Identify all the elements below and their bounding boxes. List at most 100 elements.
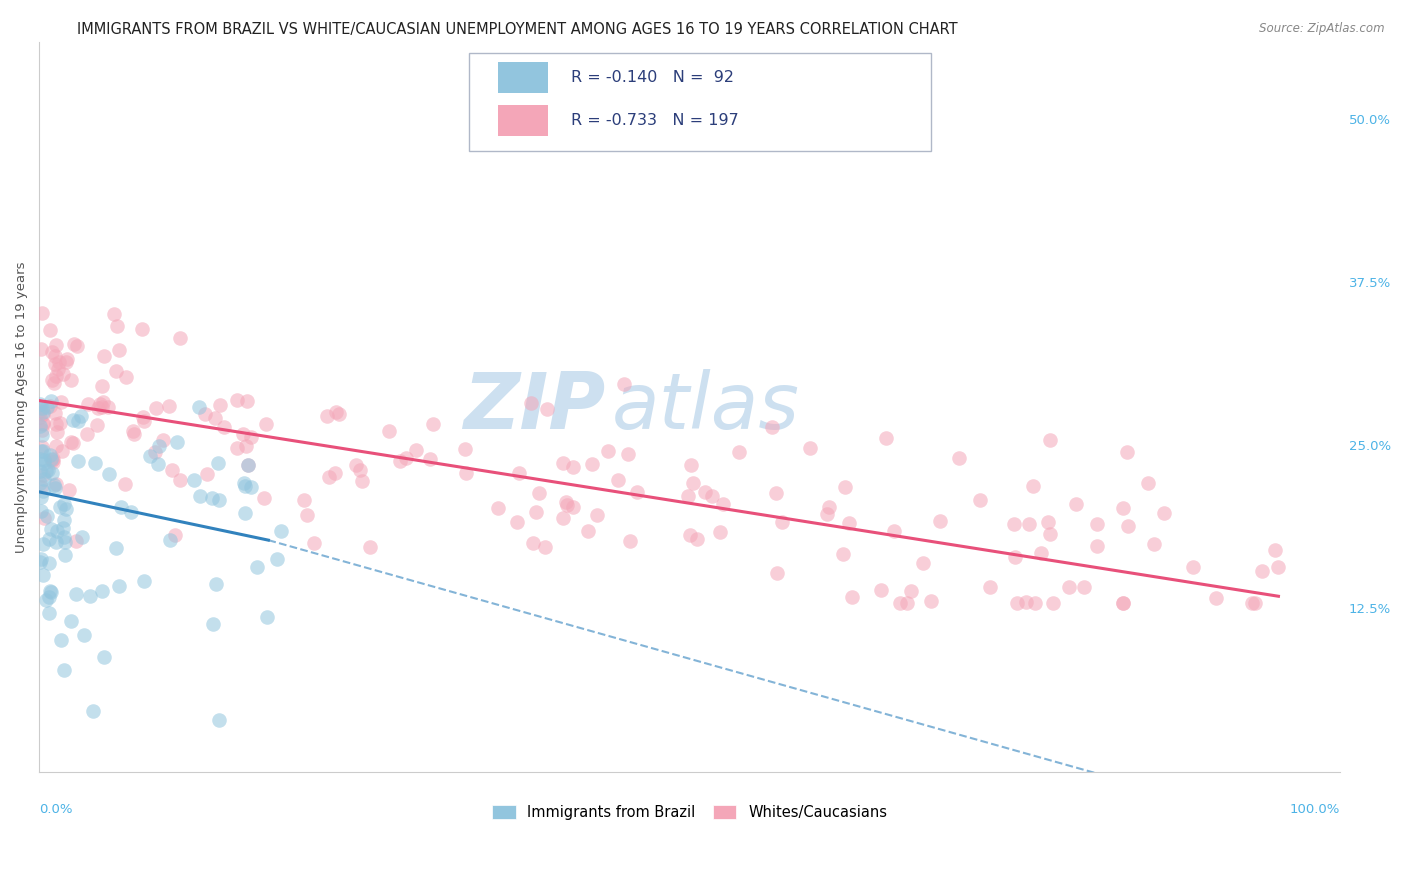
Text: ZIP: ZIP <box>463 369 605 445</box>
Point <box>38 323 60 337</box>
Point <box>87 401 110 415</box>
Point <box>122 426 145 441</box>
Point <box>208 713 231 727</box>
Point <box>266 552 288 566</box>
Point <box>82 704 104 718</box>
Point <box>49 633 72 648</box>
Point <box>108 343 131 357</box>
Point <box>45 338 67 352</box>
Text: Source: ZipAtlas.com: Source: ZipAtlas.com <box>1260 22 1385 36</box>
Point <box>318 470 340 484</box>
Point <box>45 369 67 384</box>
Point <box>194 408 217 422</box>
Point <box>48 355 70 369</box>
Point <box>59 614 82 628</box>
Point <box>41 453 63 467</box>
Point <box>508 467 530 481</box>
Point <box>30 401 52 415</box>
Point <box>1073 580 1095 594</box>
Point <box>297 508 319 523</box>
Point <box>67 415 90 429</box>
Point <box>765 485 787 500</box>
Point <box>236 458 259 473</box>
Point <box>911 557 934 571</box>
Point <box>1066 497 1088 511</box>
Point <box>246 560 269 574</box>
Point <box>69 409 91 424</box>
Text: R = -0.733   N = 197: R = -0.733 N = 197 <box>571 113 740 128</box>
Point <box>105 318 128 333</box>
Point <box>1085 539 1108 553</box>
Point <box>256 609 278 624</box>
Point <box>1111 596 1133 610</box>
Point <box>30 444 52 458</box>
Point <box>32 511 55 525</box>
Point <box>534 540 557 554</box>
Point <box>1115 444 1137 458</box>
Point <box>585 508 607 522</box>
Point <box>39 522 62 536</box>
Point <box>49 416 72 430</box>
Point <box>31 401 53 415</box>
Point <box>62 413 84 427</box>
Point <box>52 367 75 381</box>
Point <box>454 442 477 456</box>
Point <box>581 457 603 471</box>
Point <box>39 448 62 462</box>
Point <box>679 458 702 472</box>
Point <box>619 533 641 548</box>
Point <box>30 504 52 518</box>
Point <box>73 628 96 642</box>
Point <box>1038 516 1060 530</box>
Text: 0.0%: 0.0% <box>39 803 73 816</box>
Point <box>90 400 112 414</box>
Point <box>841 590 863 604</box>
Point <box>302 535 325 549</box>
Point <box>226 442 249 456</box>
Point <box>555 494 578 508</box>
Text: 12.5%: 12.5% <box>1348 603 1391 615</box>
Point <box>77 397 100 411</box>
Point <box>45 438 67 452</box>
Point <box>32 472 55 486</box>
Point <box>76 426 98 441</box>
Point <box>529 486 551 500</box>
Point <box>693 484 716 499</box>
Point <box>72 530 94 544</box>
Point <box>920 593 942 607</box>
Text: atlas: atlas <box>612 369 800 445</box>
Point <box>1042 596 1064 610</box>
Point <box>42 455 65 469</box>
Point <box>31 440 53 454</box>
FancyBboxPatch shape <box>499 105 548 136</box>
Point <box>105 364 128 378</box>
Point <box>152 434 174 448</box>
Point <box>1264 542 1286 557</box>
Point <box>44 357 66 371</box>
Point <box>45 534 67 549</box>
Point <box>32 567 55 582</box>
Y-axis label: Unemployment Among Ages 16 to 19 years: Unemployment Among Ages 16 to 19 years <box>15 261 28 553</box>
Point <box>883 524 905 538</box>
Point <box>419 452 441 467</box>
Point <box>162 463 184 477</box>
Point <box>678 528 700 542</box>
Point <box>35 464 58 478</box>
Point <box>44 406 66 420</box>
Point <box>65 587 87 601</box>
Point <box>765 566 787 580</box>
Point <box>225 393 247 408</box>
Point <box>349 463 371 477</box>
Point <box>53 497 76 511</box>
Point <box>1182 559 1205 574</box>
Point <box>325 466 347 480</box>
Point <box>1241 596 1264 610</box>
Point <box>204 577 226 591</box>
Point <box>62 435 84 450</box>
Point <box>240 480 263 494</box>
Point <box>120 505 142 519</box>
Point <box>30 475 52 490</box>
Point <box>30 342 52 356</box>
Point <box>86 418 108 433</box>
Point <box>561 460 583 475</box>
